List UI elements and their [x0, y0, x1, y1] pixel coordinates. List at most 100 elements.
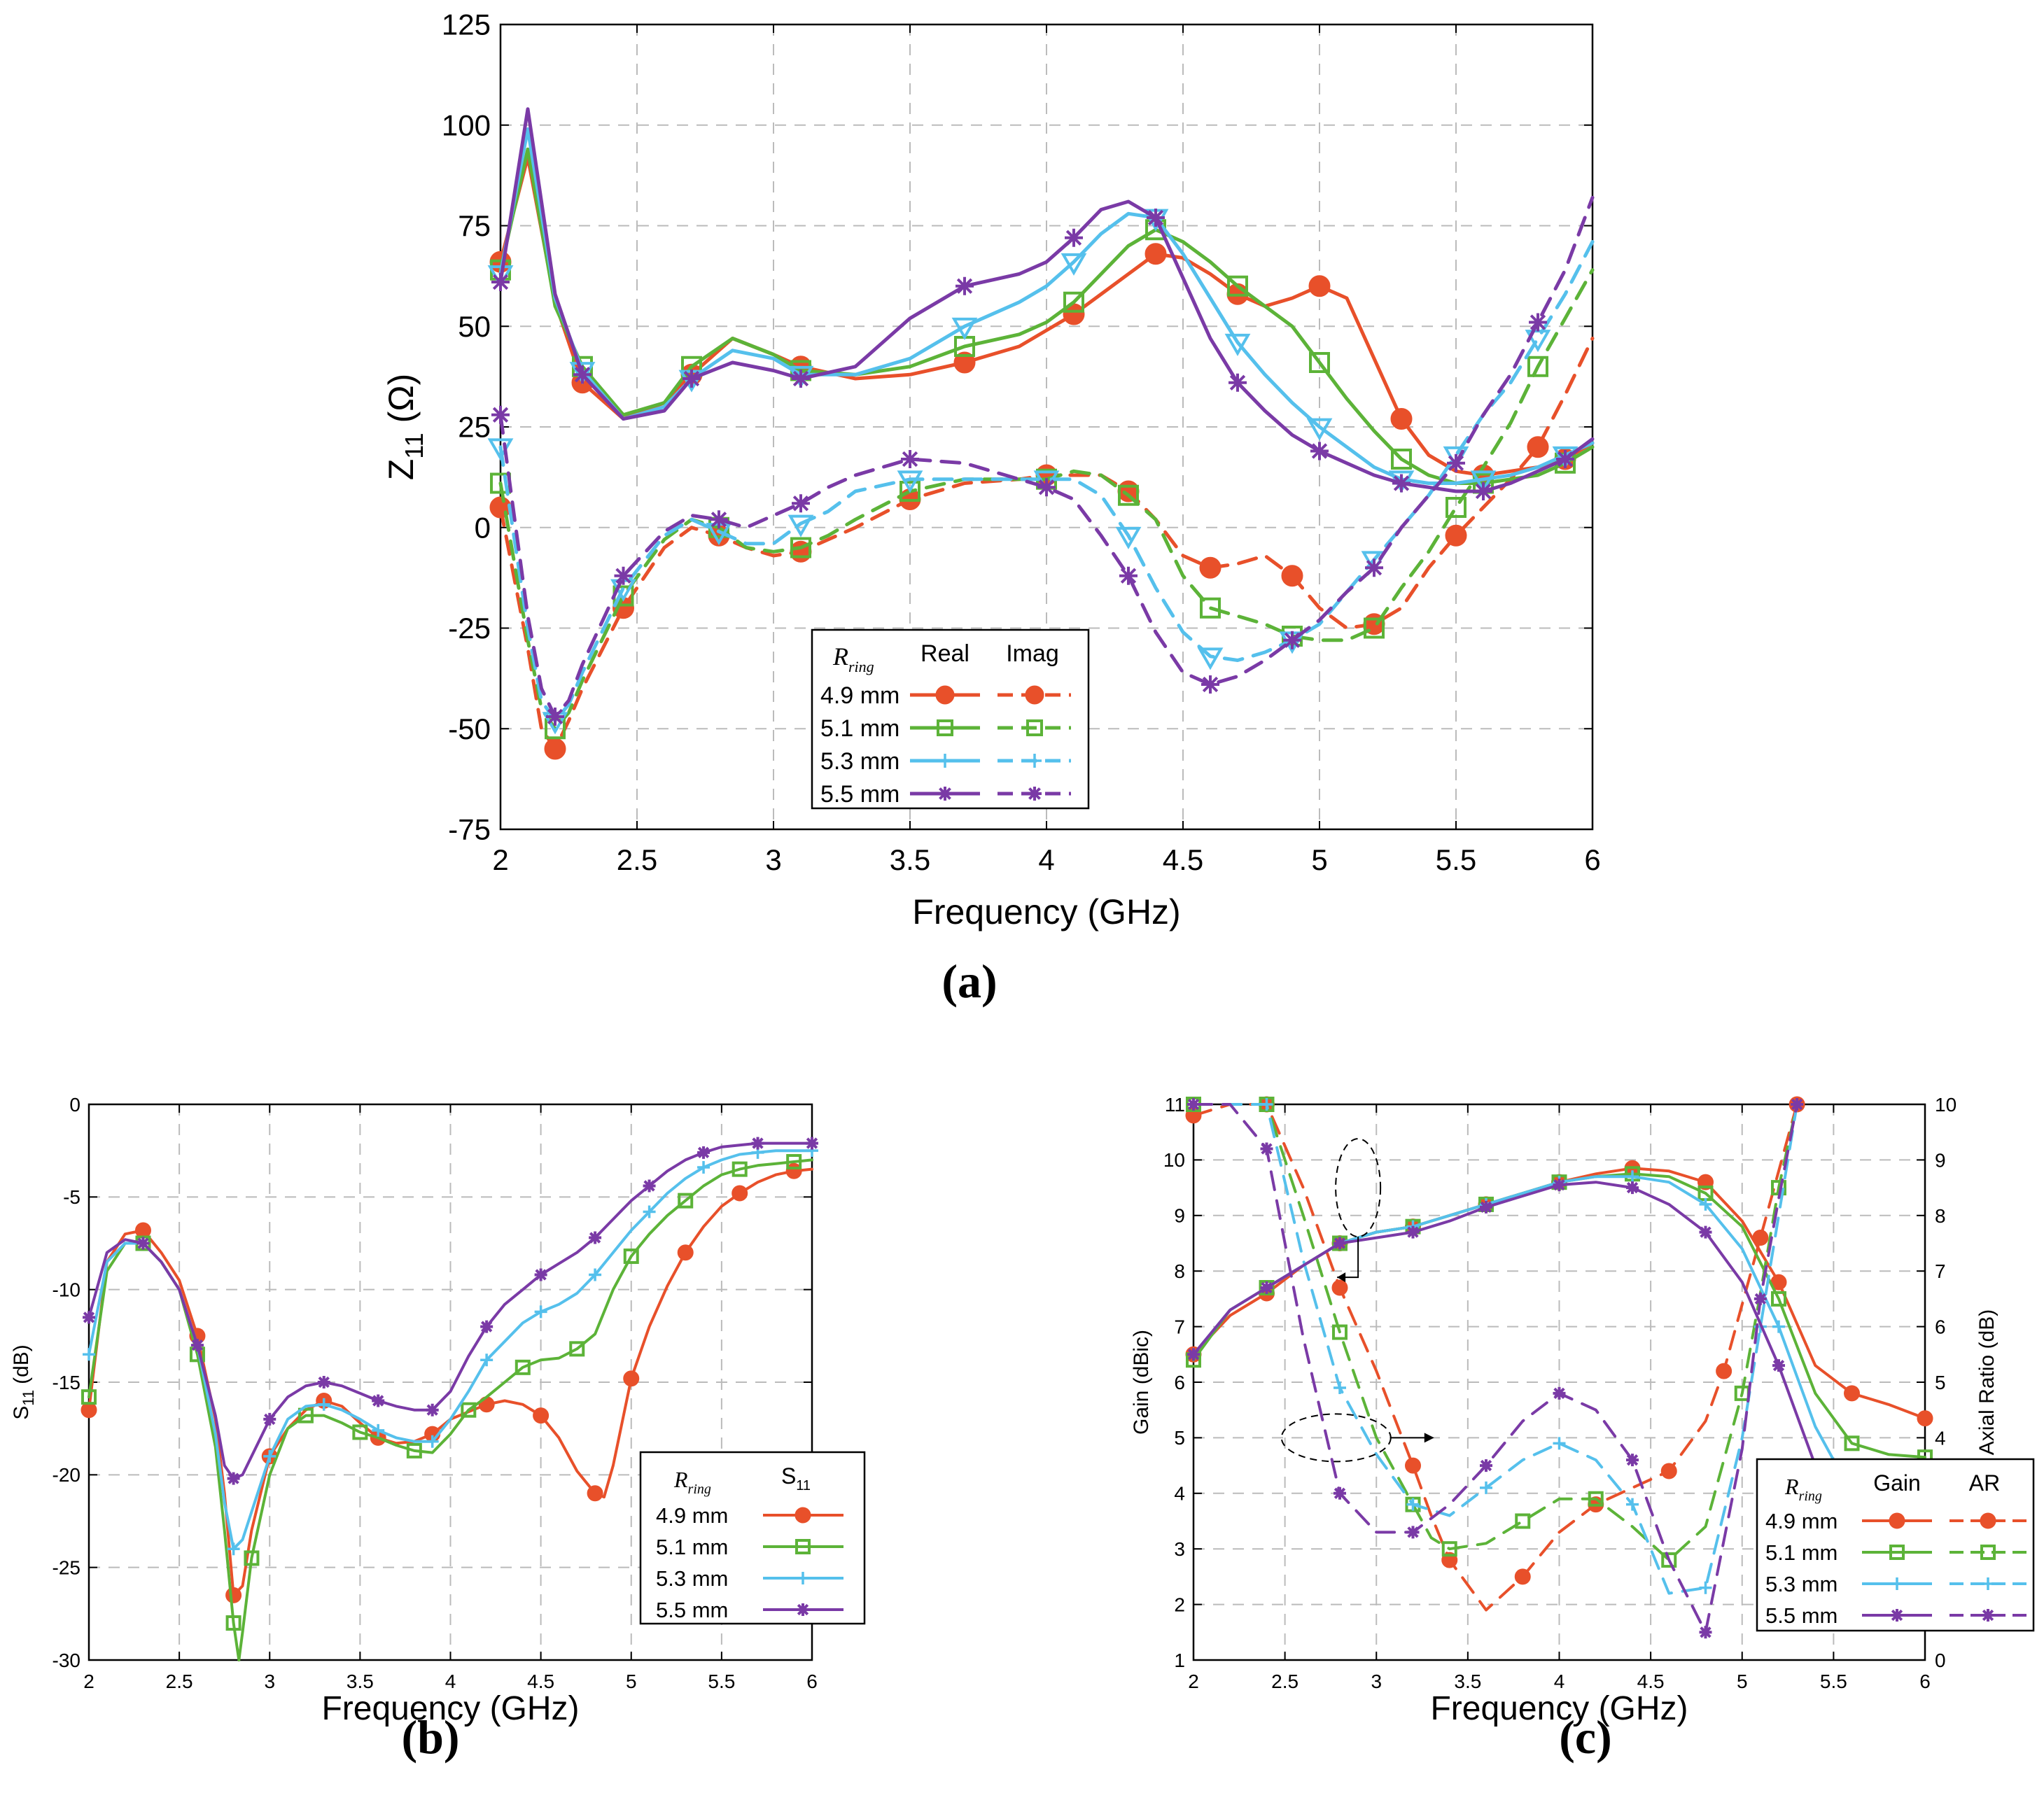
marker-star	[1982, 1609, 1994, 1622]
marker-star	[1553, 1179, 1566, 1192]
data-point	[899, 481, 920, 502]
legend-box	[639, 1451, 866, 1625]
legend-marker-real	[938, 787, 952, 801]
data-point	[1228, 373, 1247, 392]
marker-square	[406, 1442, 422, 1458]
data-point	[623, 1370, 640, 1387]
data-point	[1406, 1526, 1420, 1539]
data-point	[1405, 1457, 1421, 1474]
series-line	[498, 337, 1595, 751]
data-point	[1334, 1237, 1346, 1250]
marker-square	[298, 1407, 314, 1423]
x-tick-label: 2.5	[166, 1671, 193, 1692]
legend-col-s11: S11	[781, 1463, 811, 1493]
y-tick-label: -25	[448, 612, 491, 645]
legend-entry-label: 5.5 mm	[656, 1598, 728, 1622]
marker-square	[461, 1402, 477, 1418]
series-line	[1192, 1103, 1799, 1562]
x-tick-label: 3	[765, 843, 781, 876]
data-point	[227, 1542, 240, 1556]
x-tick-label: 2.5	[617, 843, 657, 876]
marker-star	[1283, 631, 1301, 649]
data-point	[1283, 631, 1301, 649]
data-point	[1917, 1410, 1933, 1427]
marker-star	[372, 1394, 385, 1407]
data-point	[534, 1268, 547, 1281]
marker-plus	[1891, 1577, 1903, 1590]
data-point	[1480, 1459, 1492, 1472]
marker-dot	[1660, 1463, 1677, 1479]
marker-square	[623, 1249, 639, 1265]
data-point	[225, 1587, 242, 1603]
y-tick-label: 3	[1174, 1538, 1185, 1560]
legend-entry: 5.3 mm	[656, 1566, 844, 1591]
data-point	[589, 1268, 602, 1281]
y-tick-label: 25	[458, 411, 491, 444]
data-point	[83, 1311, 95, 1324]
data-point	[1772, 1359, 1785, 1372]
marker-dot	[1117, 480, 1140, 502]
marker-plus	[1406, 1498, 1420, 1511]
legend-col-gain: Gain	[1873, 1470, 1921, 1496]
legend-entry-label: 5.1 mm	[656, 1535, 728, 1559]
panel-b-letter: (b)	[401, 1710, 459, 1764]
y-tick-label: -30	[52, 1650, 80, 1671]
x-tick-label: 3.5	[346, 1671, 374, 1692]
marker-triangle	[569, 362, 596, 385]
y-tick-label: 2	[1174, 1594, 1185, 1615]
marker-square	[244, 1550, 260, 1566]
data-point	[677, 1244, 694, 1261]
x-axis-label: Frequency (GHz)	[321, 1690, 579, 1727]
series-5_5mm	[83, 1137, 818, 1485]
marker-star	[1310, 442, 1329, 460]
series-line	[1192, 1103, 1799, 1595]
x-axis-label: Frequency (GHz)	[1430, 1690, 1688, 1727]
marker-square	[1661, 1552, 1677, 1568]
panel-a-letter: (a)	[941, 955, 997, 1008]
annotations	[1280, 1138, 1434, 1463]
data-point	[372, 1394, 385, 1407]
x-tick-label: 6	[1919, 1671, 1931, 1692]
y-right-tick-label: 4	[1935, 1427, 1946, 1449]
legend-marker-real	[937, 719, 953, 736]
data-point	[263, 1412, 276, 1426]
series-5_5mm-ar	[1187, 1098, 1804, 1639]
marker-star	[797, 1603, 809, 1616]
y-axis-label: S11 (dB)	[10, 1344, 37, 1420]
marker-dot	[953, 351, 976, 374]
marker-triangle	[951, 317, 978, 340]
marker-triangle	[897, 470, 923, 493]
ar-arrowhead	[1424, 1433, 1434, 1443]
x-tick-label: 5.5	[1820, 1671, 1847, 1692]
data-point	[1334, 1381, 1346, 1394]
legend-entry: 5.3 mm	[1765, 1572, 2026, 1596]
x-axis-label: Frequency (GHz)	[912, 892, 1180, 931]
marker-square	[1844, 1435, 1860, 1451]
legend-entry-label: 4.9 mm	[656, 1503, 728, 1528]
y-tick-label: 5	[1174, 1427, 1185, 1449]
marker-dot	[732, 1185, 748, 1202]
x-tick-label: 6	[806, 1671, 818, 1692]
y-right-tick-label: 7	[1935, 1260, 1946, 1282]
marker-star	[573, 365, 592, 384]
y-tick-label: 9	[1174, 1205, 1185, 1227]
legend-marker-imag	[1028, 754, 1042, 768]
y-right-tick-label: 5	[1935, 1372, 1946, 1393]
x-tick-label: 2	[83, 1671, 94, 1692]
y-tick-label: 0	[69, 1094, 80, 1116]
data-point	[1445, 524, 1467, 547]
legend-col-sub: 11	[796, 1478, 811, 1493]
marker-square	[1889, 1545, 1905, 1560]
data-point	[732, 1185, 748, 1202]
legend-title-main: R	[832, 642, 848, 670]
marker-square	[1309, 352, 1330, 373]
y-axis-label-unit: (Ω)	[382, 374, 421, 423]
data-point	[1699, 1225, 1712, 1239]
marker-square	[1364, 617, 1385, 639]
data-point	[1063, 291, 1084, 313]
legend-title: Rring	[673, 1467, 711, 1497]
marker-square	[1771, 1291, 1786, 1307]
marker-dot	[1445, 524, 1467, 547]
data-point	[1699, 1581, 1712, 1594]
legend-marker-gain	[1889, 1512, 1905, 1529]
